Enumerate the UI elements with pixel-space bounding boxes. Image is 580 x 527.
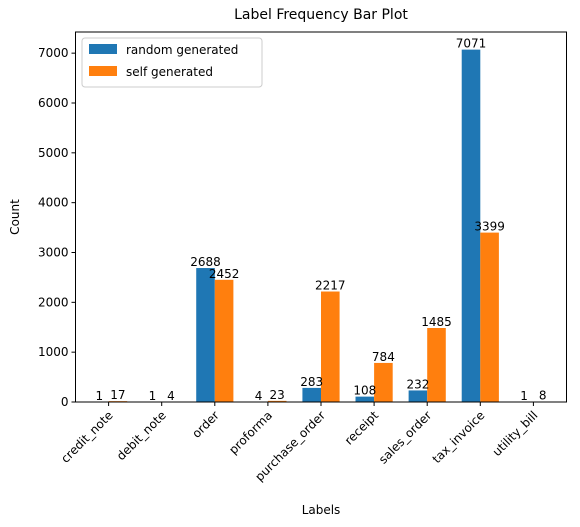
- bar: [355, 396, 375, 402]
- bar-value-label: 232: [406, 377, 429, 391]
- bars-group: [90, 49, 552, 403]
- bar-value-label: 2688: [190, 255, 221, 269]
- bar: [461, 49, 481, 403]
- bar-value-label: 4: [167, 389, 175, 403]
- x-tick-label: utility_bill: [490, 408, 541, 459]
- bar-value-label: 23: [270, 388, 285, 402]
- y-axis-label: Count: [8, 199, 22, 235]
- bar-value-label: 2452: [209, 267, 240, 281]
- legend-frame: [81, 37, 263, 88]
- bar-value-label: 283: [300, 375, 323, 389]
- bar-value-label: 7071: [456, 37, 487, 51]
- x-tick-label: sales_order: [376, 408, 434, 466]
- x-tick-label: credit_note: [58, 408, 116, 466]
- bar: [214, 279, 234, 402]
- legend-entry: self generated: [126, 65, 213, 79]
- bar: [408, 390, 428, 402]
- x-tick-label: debit_note: [114, 408, 169, 463]
- bar-value-label: 17: [110, 388, 125, 402]
- bar-value-label: 2217: [315, 279, 346, 293]
- y-tick-label: 7000: [38, 46, 69, 60]
- bar: [321, 291, 340, 402]
- x-tick-label: order: [189, 408, 222, 441]
- bar-value-label: 1: [520, 389, 528, 403]
- x-tick-label: tax_invoice: [430, 408, 488, 466]
- bar: [196, 268, 215, 402]
- legend-entry: random generated: [126, 43, 238, 57]
- y-tick-label: 0: [61, 395, 69, 409]
- x-tick-label: proforma: [226, 408, 275, 457]
- bar: [374, 362, 393, 402]
- bar-value-label: 784: [372, 350, 395, 364]
- x-tick-label: receipt: [342, 408, 382, 448]
- bar: [427, 328, 446, 402]
- bar-value-label: 108: [353, 384, 376, 398]
- y-tick-label: 6000: [38, 96, 69, 110]
- legend: random generated self generated: [81, 37, 263, 88]
- bar-value-label: 4: [255, 389, 263, 403]
- y-tick-label: 4000: [38, 196, 69, 210]
- y-tick-label: 5000: [38, 146, 69, 160]
- bar-value-label: 1: [149, 389, 157, 403]
- x-axis-label: Labels: [302, 503, 341, 517]
- y-tick-label: 2000: [38, 295, 69, 309]
- chart-title: Label Frequency Bar Plot: [234, 7, 408, 23]
- bar: [302, 387, 322, 402]
- bar-value-label: 1: [95, 389, 103, 403]
- bar-value-label: 1485: [421, 315, 452, 329]
- y-tick-label: 3000: [38, 245, 69, 259]
- bar: [480, 232, 499, 402]
- bar-value-label: 8: [539, 389, 547, 403]
- y-tick-label: 1000: [38, 345, 69, 359]
- bar-labels-group: 1 1 2688 4 283 108 232 7071 1 17 4 2452 23 2217 784 148…: [95, 37, 546, 403]
- bar: [267, 400, 287, 402]
- y-axis: 0 1000 2000 3000 4000 5000 6000 7000: [38, 46, 76, 409]
- bar-value-label: 3399: [474, 220, 505, 234]
- legend-swatch: [89, 66, 117, 76]
- legend-swatch: [89, 44, 117, 54]
